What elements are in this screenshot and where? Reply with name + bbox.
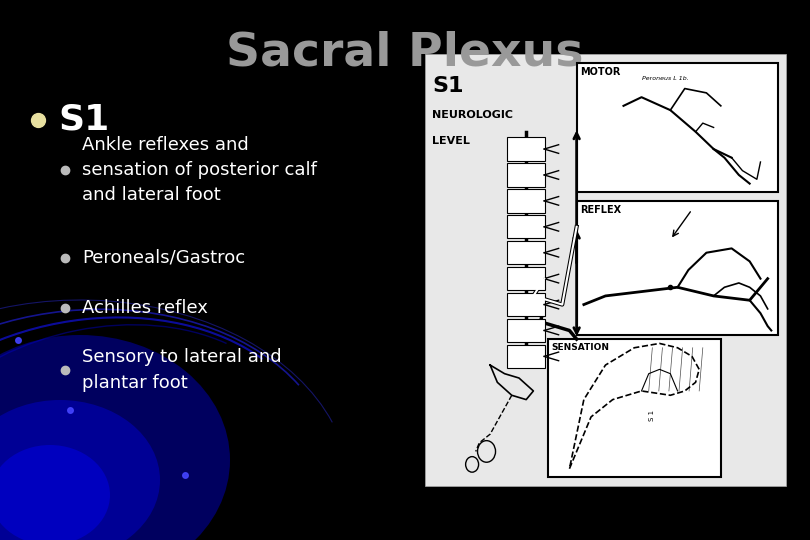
FancyBboxPatch shape	[507, 215, 545, 239]
Ellipse shape	[0, 445, 110, 540]
Text: S1: S1	[58, 103, 109, 137]
FancyBboxPatch shape	[577, 63, 778, 192]
FancyBboxPatch shape	[425, 54, 786, 486]
FancyBboxPatch shape	[507, 293, 545, 316]
Text: Achilles reflex: Achilles reflex	[82, 299, 208, 317]
Text: NEUROLOGIC: NEUROLOGIC	[433, 110, 514, 120]
Text: REFLEX: REFLEX	[580, 205, 621, 215]
Text: S1: S1	[433, 76, 464, 96]
Text: Ankle reflexes and
sensation of posterior calf
and lateral foot: Ankle reflexes and sensation of posterio…	[82, 136, 317, 204]
FancyBboxPatch shape	[548, 339, 721, 477]
Text: LEVEL: LEVEL	[433, 136, 471, 146]
FancyBboxPatch shape	[577, 201, 778, 335]
Text: Peroneals/Gastroc: Peroneals/Gastroc	[82, 249, 245, 267]
Ellipse shape	[0, 400, 160, 540]
FancyBboxPatch shape	[507, 319, 545, 342]
Ellipse shape	[0, 335, 230, 540]
Text: MOTOR: MOTOR	[580, 67, 620, 77]
FancyBboxPatch shape	[507, 241, 545, 265]
Text: Peroneus L 1b.: Peroneus L 1b.	[642, 76, 688, 80]
Text: Sensory to lateral and
plantar foot: Sensory to lateral and plantar foot	[82, 348, 282, 392]
Text: S 1: S 1	[649, 410, 654, 421]
FancyBboxPatch shape	[507, 163, 545, 187]
FancyBboxPatch shape	[507, 345, 545, 368]
Text: Sacral Plexus: Sacral Plexus	[226, 30, 584, 75]
FancyBboxPatch shape	[507, 137, 545, 161]
FancyBboxPatch shape	[507, 267, 545, 291]
Text: SENSATION: SENSATION	[552, 343, 609, 353]
FancyBboxPatch shape	[507, 189, 545, 213]
